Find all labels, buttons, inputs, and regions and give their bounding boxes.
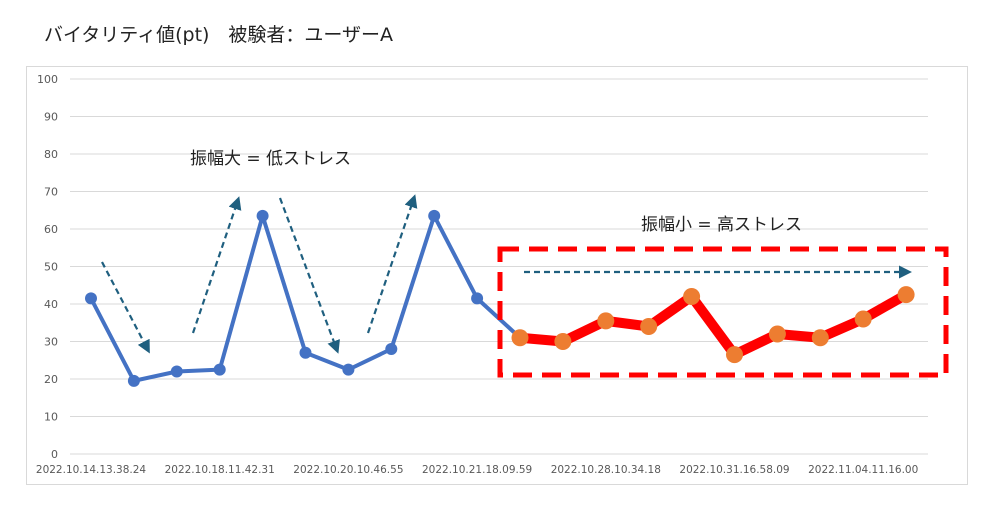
x-tick-label: 2022.10.18.11.42.31 xyxy=(165,464,275,476)
annotation-low-amplitude: 振幅小 = 高ストレス xyxy=(641,215,802,235)
y-tick-label: 20 xyxy=(44,373,58,386)
data-point xyxy=(85,292,97,305)
series-markers xyxy=(85,209,915,387)
y-tick-label: 90 xyxy=(44,111,58,124)
data-point xyxy=(299,346,312,359)
down-arrow xyxy=(101,261,150,354)
y-tick-label: 60 xyxy=(44,223,58,236)
data-point xyxy=(256,209,269,222)
y-tick-label: 70 xyxy=(44,186,58,199)
x-tick-label: 2022.10.31.16.58.09 xyxy=(679,464,789,476)
data-point xyxy=(511,329,529,347)
gridlines xyxy=(70,78,928,455)
data-point xyxy=(554,333,572,350)
x-tick-label: 2022.10.28.10.34.18 xyxy=(551,464,661,476)
y-tick-label: 40 xyxy=(44,298,58,311)
y-tick-label: 10 xyxy=(44,411,58,424)
data-point xyxy=(342,363,355,376)
data-point xyxy=(726,346,743,364)
data-point xyxy=(471,292,484,305)
data-point xyxy=(127,374,140,387)
x-axis: 2022.10.14.13.38.24 2022.10.18.11.42.31 20… xyxy=(36,464,918,476)
up-arrow xyxy=(366,194,418,334)
up-arrow xyxy=(191,196,242,334)
x-tick-label: 2022.10.21.18.09.59 xyxy=(422,464,532,476)
data-point xyxy=(897,286,915,304)
x-tick-label: 2022.11.04.11.16.00 xyxy=(808,464,918,476)
series-line-red xyxy=(515,289,912,360)
data-point xyxy=(428,209,441,222)
data-point xyxy=(170,365,183,378)
x-tick-label: 2022.10.20.10.46.55 xyxy=(293,464,403,476)
data-point xyxy=(213,363,226,376)
data-point xyxy=(597,312,615,330)
y-axis: 0 10 20 30 40 50 60 70 80 90 100 xyxy=(37,73,58,461)
annotation-high-amplitude: 振幅大 = 低ストレス xyxy=(190,149,351,169)
x-tick-label: 2022.10.14.13.38.24 xyxy=(36,464,147,476)
chart-title: バイタリティ値(pt) 被験者：ユーザーA xyxy=(44,24,394,46)
data-point xyxy=(640,318,658,335)
data-point xyxy=(385,343,398,355)
data-point xyxy=(854,310,872,328)
data-point xyxy=(683,288,701,305)
y-tick-label: 50 xyxy=(44,261,58,274)
y-tick-label: 0 xyxy=(51,448,58,461)
high-stress-box xyxy=(497,246,949,378)
y-tick-label: 30 xyxy=(44,336,58,349)
down-arrow xyxy=(278,197,340,354)
data-point xyxy=(811,329,829,347)
series-lines xyxy=(89,213,912,383)
y-tick-label: 80 xyxy=(44,148,58,161)
data-point xyxy=(768,325,786,343)
y-tick-label: 100 xyxy=(37,73,58,86)
chart-frame xyxy=(26,66,968,485)
